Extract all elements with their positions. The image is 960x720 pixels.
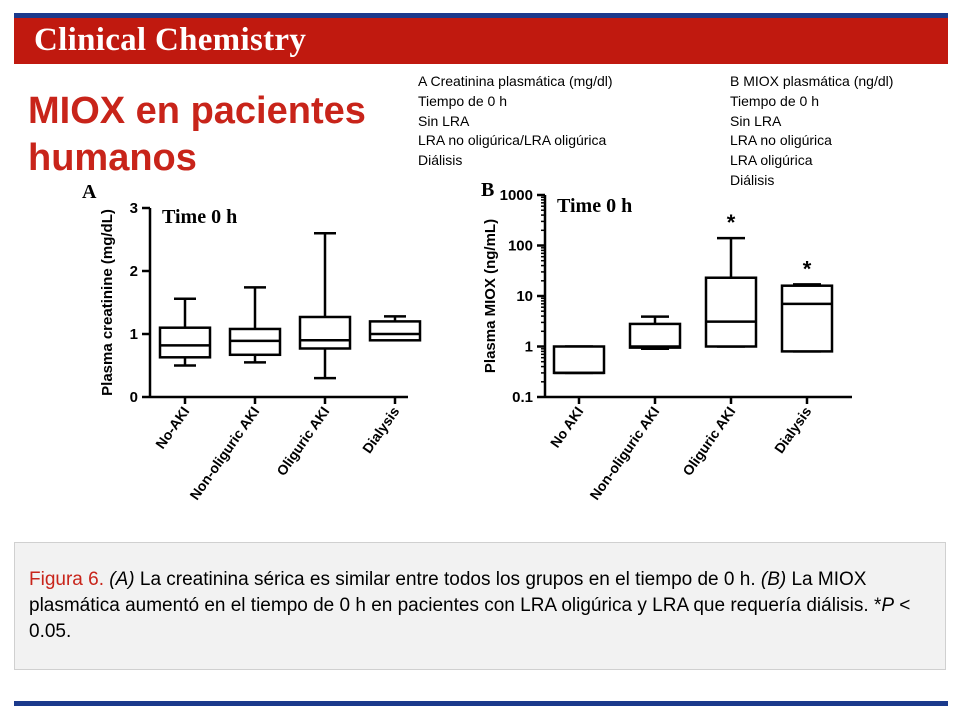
translation-line: Sin LRA	[418, 112, 470, 129]
y-tick-label: 1	[130, 326, 138, 343]
translation-line: Tiempo de 0 h	[730, 92, 819, 109]
translation-line: LRA oligúrica	[730, 152, 813, 169]
box	[368, 320, 422, 342]
top-rule	[14, 13, 948, 18]
translation-line: LRA no oligúrica	[730, 132, 832, 149]
x-category-label: Dialysis	[771, 403, 815, 456]
y-axis-label: Plasma MIOX (ng/mL)	[482, 219, 499, 373]
y-tick-label: 2	[130, 263, 138, 280]
y-tick-label: 0.1	[512, 389, 533, 406]
box	[552, 345, 606, 375]
translation-line: Diálisis	[418, 152, 463, 169]
translation-column-b: B MIOX plasmática (ng/dl) Tiempo de 0 h Si…	[730, 72, 893, 191]
y-tick-label: 100	[508, 238, 533, 255]
caption-a-label: (A)	[109, 569, 135, 590]
translation-line: Sin LRA	[730, 112, 782, 129]
journal-header: Clinical Chemistry	[14, 18, 948, 64]
panel-annotation: Time 0 h	[162, 206, 237, 228]
caption-box: Figura 6. (A) La creatinina sérica es si…	[14, 542, 946, 670]
caption-figure-label: Figura 6.	[29, 569, 104, 590]
y-tick-label: 0	[130, 389, 138, 406]
significance-mark: *	[803, 256, 812, 281]
caption-a-text: La creatinina sérica es similar entre to…	[134, 569, 756, 590]
box	[628, 322, 682, 349]
caption-b-label: (B)	[760, 569, 787, 590]
journal-title: Clinical Chemistry	[34, 22, 307, 58]
y-tick-label: 1000	[500, 187, 533, 204]
figure-caption: Figura 6. (A) La creatinina sérica es si…	[29, 567, 929, 645]
y-tick-label: 3	[130, 200, 138, 217]
caption-p-rest: < 0.05.	[29, 595, 911, 642]
significance-mark: *	[727, 210, 736, 235]
panel-letter: A	[82, 181, 97, 203]
x-category-label: No AKI	[547, 404, 587, 451]
translation-line: Diálisis	[730, 171, 775, 188]
y-tick-label: 10	[516, 288, 533, 305]
bottom-rule	[14, 701, 948, 706]
box	[704, 276, 758, 348]
box	[780, 284, 834, 353]
slide-title: MIOX en pacientes humanos	[28, 90, 366, 179]
translation-line: Tiempo de 0 h	[418, 92, 507, 109]
box	[298, 315, 352, 350]
translation-line: B MIOX plasmática (ng/dl)	[730, 73, 894, 89]
translation-line: A Creatinina plasmática (mg/dl)	[418, 73, 613, 89]
x-category-label: Oliguric AKI	[679, 404, 738, 479]
translation-line: LRA no oligúrica/LRA oligúrica	[418, 132, 607, 149]
y-axis-label: Plasma creatinine (mg/dL)	[99, 209, 116, 396]
caption-p-letter: P	[881, 595, 895, 616]
translation-column-a: A Creatinina plasmática (mg/dl) Tiempo de…	[418, 72, 613, 171]
panel-letter: B	[481, 179, 494, 201]
panel-annotation: Time 0 h	[557, 195, 632, 217]
x-category-label: Non-oliguric AKI	[586, 404, 662, 503]
box	[158, 326, 212, 359]
y-tick-label: 1	[525, 339, 533, 356]
caption-b-text: La MIOX plasmática aumentó en el tiempo …	[29, 569, 882, 616]
